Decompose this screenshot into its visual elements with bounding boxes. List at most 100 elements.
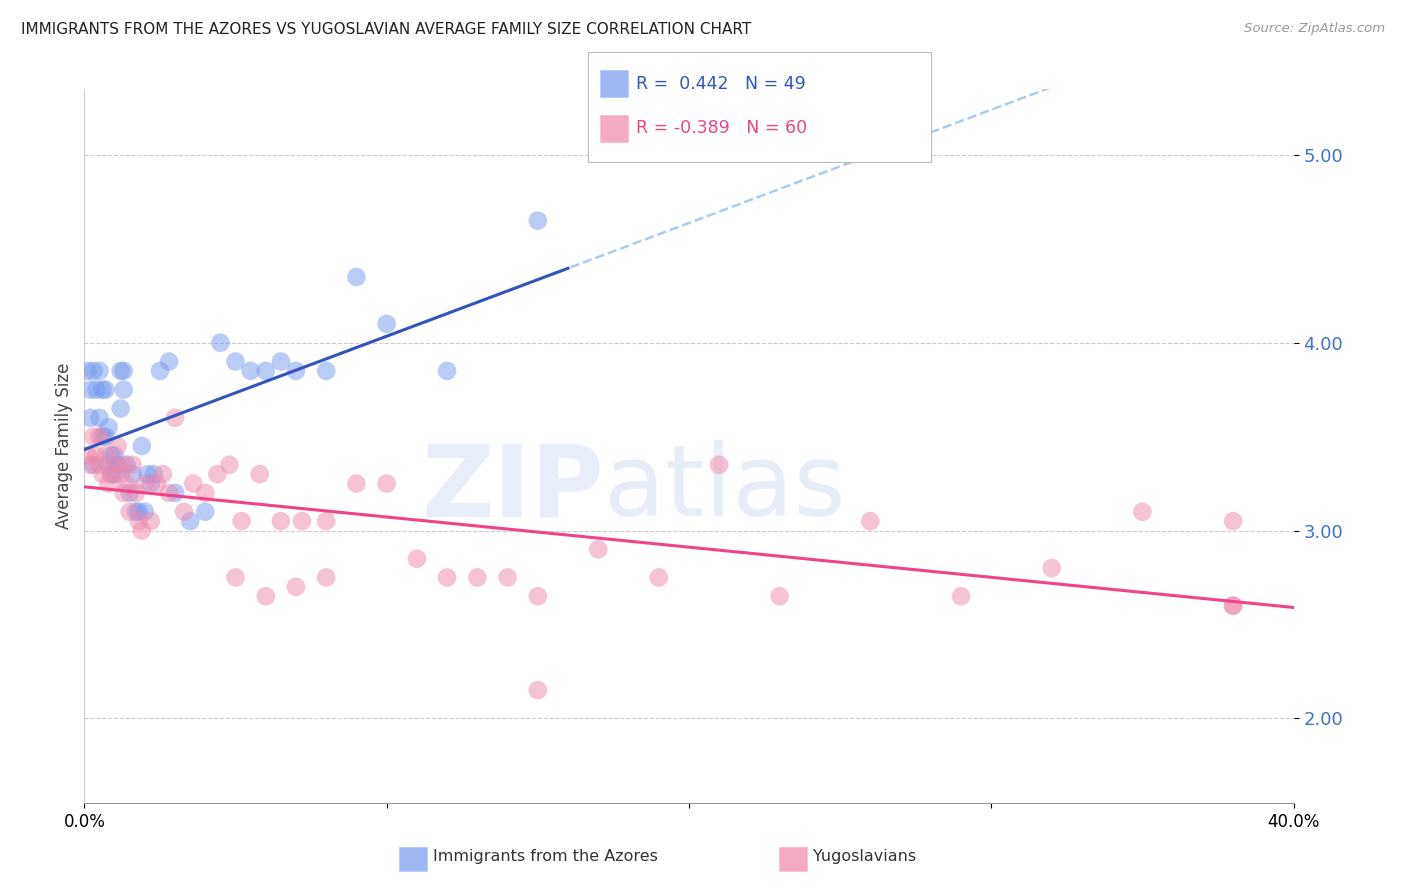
Point (149, 364, 172, 378)
Point (346, 476, 368, 491)
Point (112, 458, 135, 472)
Point (709, 458, 731, 472)
Point (209, 335, 232, 350)
Point (104, 449, 127, 463)
Text: R = -0.389   N = 60: R = -0.389 N = 60 (636, 120, 807, 137)
Point (139, 514, 162, 528)
Point (91, 383, 114, 397)
Y-axis label: Average Family Size: Average Family Size (55, 363, 73, 529)
Point (346, 270, 368, 285)
Point (526, 683, 548, 698)
Point (225, 354, 247, 368)
Point (769, 589, 792, 603)
Point (467, 570, 489, 584)
Point (1222, 599, 1244, 613)
Point (139, 476, 162, 491)
Text: atlas: atlas (605, 441, 846, 537)
Point (315, 514, 337, 528)
Point (284, 580, 308, 594)
Text: ZIP: ZIP (422, 441, 605, 537)
Point (406, 551, 429, 566)
Point (121, 458, 143, 472)
Point (125, 486, 148, 500)
Point (100, 467, 122, 482)
Text: R =  0.442   N = 49: R = 0.442 N = 49 (636, 75, 806, 93)
Point (121, 467, 143, 482)
Point (100, 449, 122, 463)
Point (163, 410, 186, 425)
Point (104, 458, 127, 472)
Point (82, 429, 104, 443)
Point (291, 514, 314, 528)
Point (91, 429, 114, 443)
Point (128, 505, 150, 519)
Point (194, 486, 217, 500)
Point (163, 486, 186, 500)
Point (270, 514, 292, 528)
Point (249, 467, 271, 482)
Point (79, 410, 101, 425)
Point (496, 570, 519, 584)
Point (1222, 514, 1244, 528)
Point (94, 449, 117, 463)
Point (107, 439, 129, 453)
Point (526, 589, 548, 603)
Point (118, 486, 141, 500)
Point (225, 570, 247, 584)
Point (104, 467, 127, 482)
Point (112, 486, 135, 500)
Point (152, 467, 174, 482)
Point (1040, 561, 1063, 575)
Point (647, 570, 671, 584)
Point (207, 467, 229, 482)
Point (181, 476, 204, 491)
Point (194, 505, 217, 519)
Point (588, 542, 610, 557)
Point (79, 458, 101, 472)
Point (231, 514, 253, 528)
Point (179, 514, 201, 528)
Point (89, 429, 111, 443)
Point (146, 476, 169, 491)
Point (131, 439, 153, 453)
Point (1222, 599, 1244, 613)
Point (76, 449, 98, 463)
Point (270, 354, 292, 368)
Point (142, 467, 165, 482)
Point (91, 467, 114, 482)
Point (110, 364, 132, 378)
Point (86, 383, 108, 397)
Point (254, 364, 277, 378)
Point (526, 213, 548, 227)
Text: Yugoslavians: Yugoslavians (813, 849, 915, 863)
Point (375, 317, 398, 331)
Point (110, 467, 132, 482)
Point (97, 420, 120, 434)
Text: Immigrants from the Azores: Immigrants from the Azores (433, 849, 658, 863)
Point (157, 486, 180, 500)
Point (436, 364, 458, 378)
Point (125, 505, 148, 519)
Text: Source: ZipAtlas.com: Source: ZipAtlas.com (1244, 22, 1385, 36)
Point (859, 514, 882, 528)
Point (115, 476, 138, 491)
Point (173, 505, 195, 519)
Point (284, 364, 308, 378)
Point (89, 410, 111, 425)
Point (128, 514, 150, 528)
Point (97, 476, 120, 491)
Point (100, 467, 122, 482)
Text: IMMIGRANTS FROM THE AZORES VS YUGOSLAVIAN AVERAGE FAMILY SIZE CORRELATION CHART: IMMIGRANTS FROM THE AZORES VS YUGOSLAVIA… (21, 22, 751, 37)
Point (107, 458, 129, 472)
Point (118, 505, 141, 519)
Point (136, 467, 159, 482)
Point (82, 458, 104, 472)
Point (79, 383, 101, 397)
Point (89, 458, 111, 472)
Point (436, 570, 458, 584)
Point (97, 458, 120, 472)
Point (315, 364, 337, 378)
Point (112, 364, 135, 378)
Point (157, 354, 180, 368)
Point (239, 364, 262, 378)
